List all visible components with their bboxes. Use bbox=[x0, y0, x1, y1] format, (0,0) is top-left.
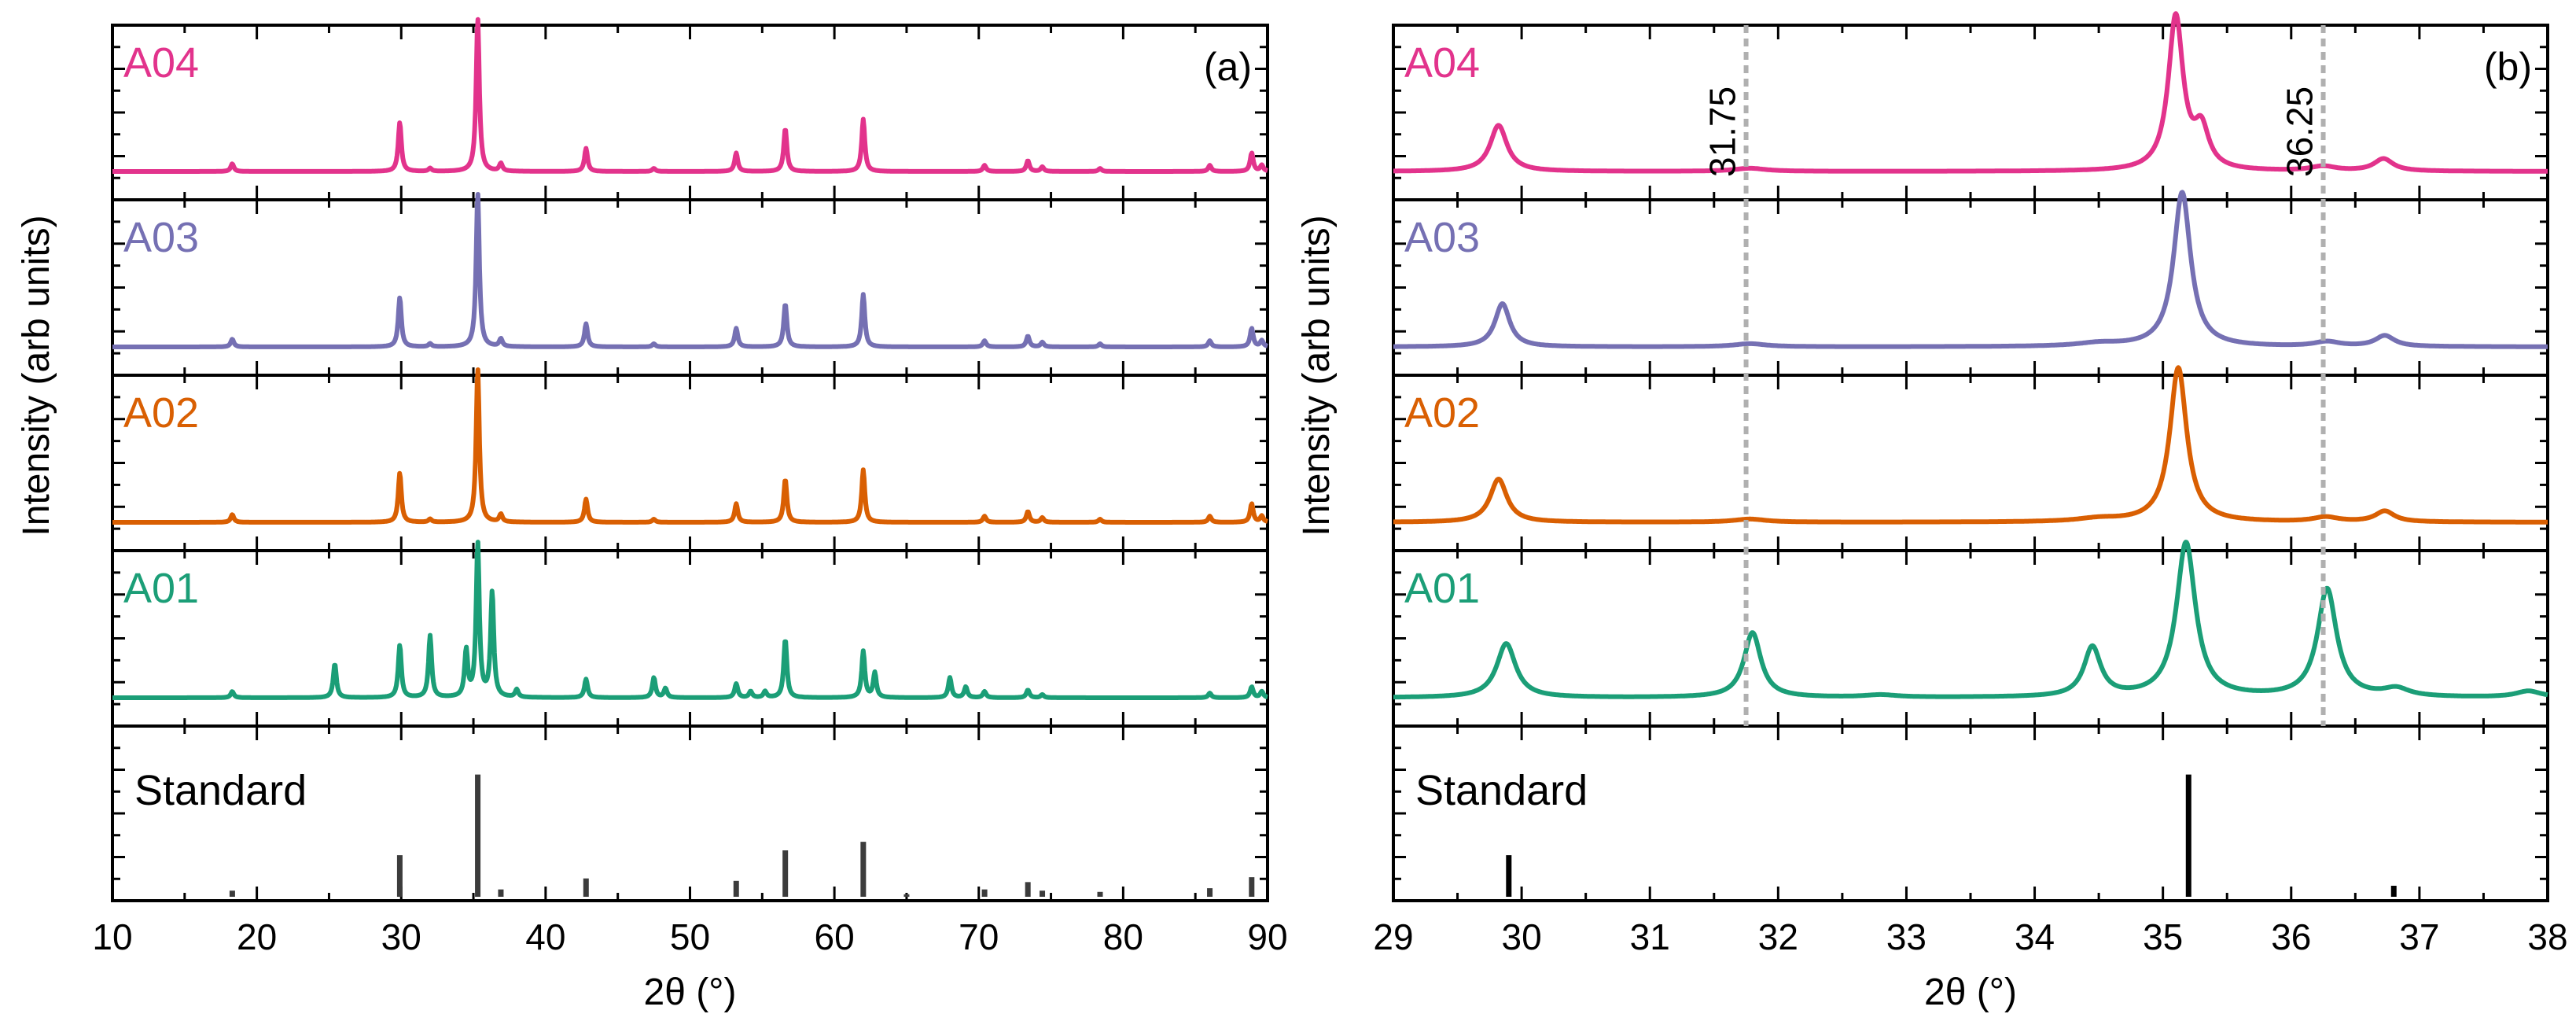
x-tick-label: 30 bbox=[381, 916, 421, 957]
series-label-a04: A04 bbox=[1404, 39, 1480, 87]
x-axis-title: 2θ (°) bbox=[644, 971, 737, 1013]
panel-label: (b) bbox=[2484, 45, 2532, 89]
x-tick-label: 37 bbox=[2399, 916, 2439, 957]
series-label-a03: A03 bbox=[1404, 214, 1480, 261]
series-label-a01: A01 bbox=[123, 565, 199, 612]
x-tick-label: 35 bbox=[2143, 916, 2183, 957]
series-line-a02 bbox=[1392, 365, 2549, 525]
series-subplot-frame bbox=[1392, 549, 2549, 728]
x-tick-label: 31 bbox=[1630, 916, 1670, 957]
series-line-a03 bbox=[1392, 190, 2549, 349]
x-tick-label: 34 bbox=[2015, 916, 2055, 957]
x-tick-label: 50 bbox=[670, 916, 710, 957]
series-subplot-frame bbox=[1392, 374, 2549, 552]
chart-panel-a: A04 A03 A02 A01 Standard (a) 10 20 30 40 50 60 70 80 9… bbox=[16, 17, 1288, 1013]
series-label-a02: A02 bbox=[1404, 389, 1480, 437]
standard-label: Standard bbox=[134, 767, 307, 814]
series-line-a01 bbox=[111, 540, 1269, 700]
series-label-a04: A04 bbox=[123, 39, 199, 87]
series-line-a02 bbox=[111, 367, 1269, 525]
x-tick-label: 10 bbox=[92, 916, 132, 957]
x-tick-label: 33 bbox=[1886, 916, 1926, 957]
x-tick-label: 20 bbox=[237, 916, 277, 957]
series-label-a03: A03 bbox=[123, 214, 199, 261]
panel-label: (a) bbox=[1204, 45, 1252, 89]
y-axis-title: Intensity (arb units) bbox=[1296, 215, 1338, 536]
x-tick-label: 40 bbox=[525, 916, 565, 957]
x-tick-label: 38 bbox=[2527, 916, 2567, 957]
x-tick-label: 36 bbox=[2271, 916, 2311, 957]
x-tick-label: 29 bbox=[1373, 916, 1413, 957]
series-line-a03 bbox=[111, 192, 1269, 349]
series-label-a02: A02 bbox=[123, 389, 199, 437]
x-tick-label: 90 bbox=[1247, 916, 1287, 957]
x-tick-label: 70 bbox=[959, 916, 999, 957]
series-subplot-frame bbox=[1392, 24, 2549, 201]
x-tick-label: 60 bbox=[815, 916, 855, 957]
series-line-a04 bbox=[1392, 11, 2549, 174]
x-tick-label: 32 bbox=[1758, 916, 1798, 957]
x-tick-label: 80 bbox=[1103, 916, 1143, 957]
y-axis-title: Intensity (arb units) bbox=[16, 215, 57, 536]
chart-panel-b: A04 A03 A02 A01 Standard 31.75 36.25 (b) 29 30 31 3… bbox=[1296, 11, 2568, 1013]
series-subplot-frame bbox=[1392, 198, 2549, 377]
x-axis-title: 2θ (°) bbox=[1924, 971, 2017, 1013]
series-line-a04 bbox=[111, 17, 1269, 174]
series-label-a01: A01 bbox=[1404, 565, 1480, 612]
x-tick-label: 30 bbox=[1502, 916, 1542, 957]
series-line-a01 bbox=[1392, 540, 2549, 700]
guide-label: 31.75 bbox=[1702, 87, 1743, 177]
guide-label: 36.25 bbox=[2280, 87, 2320, 177]
standard-label: Standard bbox=[1415, 767, 1588, 814]
